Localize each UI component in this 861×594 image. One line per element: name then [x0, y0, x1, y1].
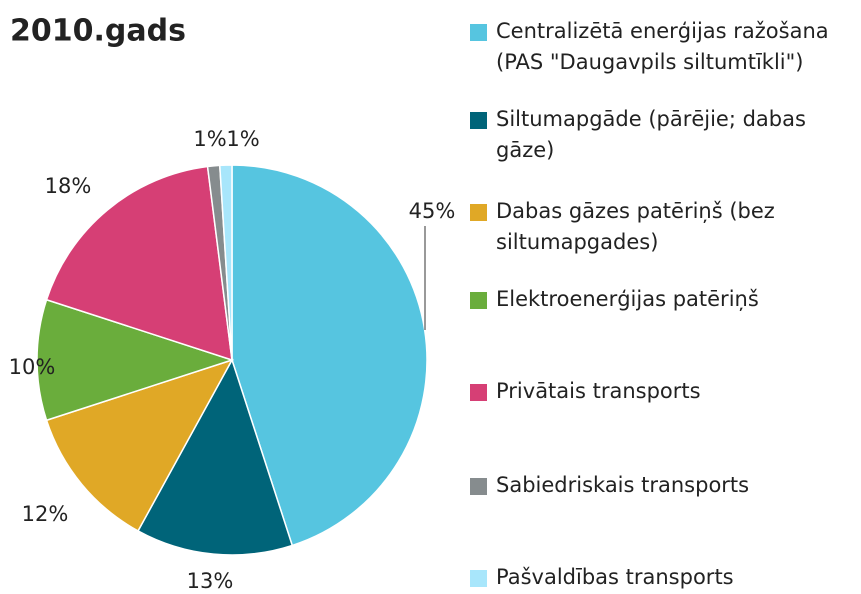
legend-swatch	[470, 570, 487, 587]
legend-label: Pašvaldības transports	[496, 565, 734, 589]
pie-slice	[218, 164, 233, 361]
legend-swatch	[470, 24, 487, 41]
data-label: 1%	[226, 127, 259, 151]
legend-label: Sabiedriskais transports	[496, 473, 750, 497]
legend-swatch	[470, 384, 487, 401]
pie-slice	[137, 358, 294, 556]
legend-item: Privātais transports	[470, 376, 860, 407]
data-label: 13%	[187, 569, 234, 593]
data-label: 1%	[193, 127, 226, 151]
pie-area: 2010.gads 45% 13% 12% 10% 18% 1% 1%	[9, 14, 456, 594]
legend-item: Centralizētā enerģijas ražošana (PAS "Da…	[470, 16, 860, 78]
data-label: 18%	[45, 174, 92, 198]
legend-item: Sabiedriskais transports	[470, 470, 860, 501]
pie-slice	[45, 165, 233, 362]
legend-label: Siltumapgāde (pārējie; dabas gāze)	[496, 107, 806, 162]
legend-swatch	[470, 112, 487, 129]
data-label: 10%	[9, 355, 56, 379]
legend-swatch	[470, 478, 487, 495]
chart-title: 2010.gads	[10, 14, 186, 49]
pie-slice	[36, 298, 235, 422]
legend-item: Elektroenerģijas patēriņš	[470, 284, 860, 315]
legend-swatch	[470, 292, 487, 309]
legend-label: Elektroenerģijas patēriņš	[496, 287, 759, 311]
data-label: 45%	[409, 199, 456, 223]
legend-label: Dabas gāzes patēriņš (bez siltumapgades)	[496, 199, 775, 254]
legend-item: Pašvaldības transports	[470, 562, 860, 593]
pie-slice	[45, 358, 234, 532]
legend-label: Privātais transports	[496, 379, 701, 403]
legend-swatch	[470, 204, 487, 221]
legend-label: Centralizētā enerģijas ražošana (PAS "Da…	[496, 19, 829, 74]
legend-item: Siltumapgāde (pārējie; dabas gāze)	[470, 104, 860, 166]
data-label: 12%	[22, 502, 69, 526]
legend-item: Dabas gāzes patēriņš (bez siltumapgades)	[470, 196, 860, 258]
